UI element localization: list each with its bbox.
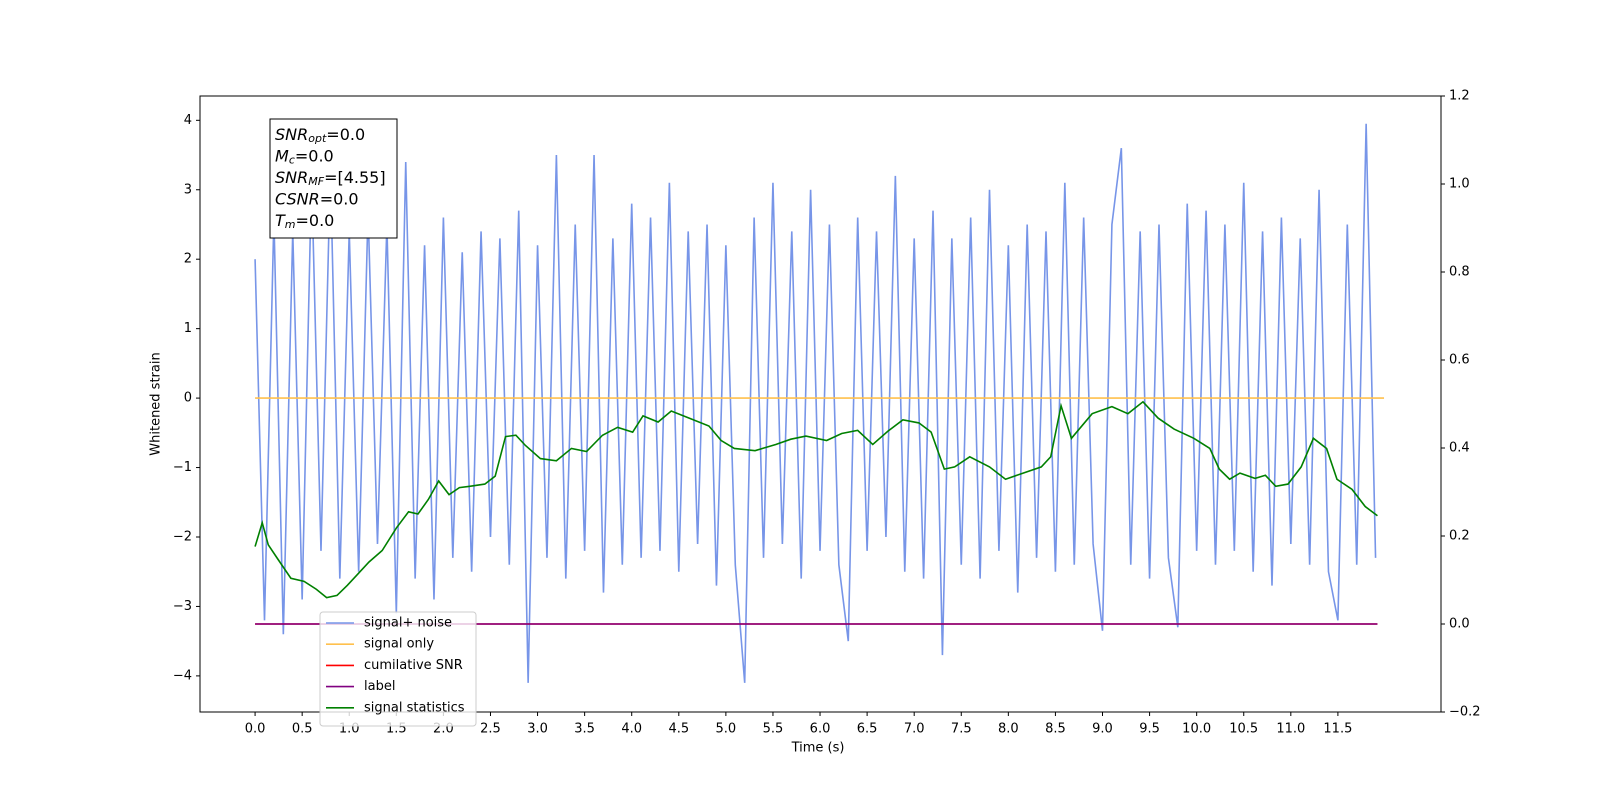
y2-tick-label: 0.2: [1449, 529, 1470, 544]
y2-tick-label: 1.2: [1449, 89, 1470, 104]
x-tick-label: 5.0: [716, 722, 737, 737]
x-tick-label: 11.5: [1323, 722, 1352, 737]
annotation-line: Mc=0.0: [275, 146, 334, 167]
x-tick-label: 10.5: [1229, 722, 1258, 737]
annotation-line: SNRopt=0.0: [275, 125, 365, 146]
annotation-value: =0.0: [320, 189, 359, 208]
x-tick-label: 3.0: [527, 722, 548, 737]
y2-tick-label: 1.0: [1449, 177, 1470, 192]
annotation-symbol: T: [275, 211, 286, 230]
x-tick-label: 6.5: [857, 722, 878, 737]
annotation-value: =0.0: [295, 146, 334, 165]
x-tick-label: 11.0: [1276, 722, 1305, 737]
y2-tick-label: 0.4: [1449, 441, 1470, 456]
y-tick-label: −3: [173, 599, 192, 614]
annotation-subscript: opt: [308, 132, 327, 145]
y2-tick-label: 0.0: [1449, 617, 1470, 632]
annotation-subscript: m: [285, 218, 296, 231]
annotation-value: =0.0: [296, 211, 335, 230]
annotation-symbol: SNR: [275, 125, 308, 144]
y2-tick-label: −0.2: [1449, 705, 1481, 720]
y2-tick-label: 0.8: [1449, 265, 1470, 280]
y-tick-label: 1: [184, 321, 192, 336]
x-tick-label: 2.5: [480, 722, 501, 737]
y-tick-label: −2: [173, 529, 192, 544]
y-tick-label: 2: [184, 252, 192, 267]
x-tick-label: 0.5: [292, 722, 313, 737]
y-tick-label: −1: [173, 460, 192, 475]
annotation-line: Tm=0.0: [275, 211, 334, 232]
legend-label: signal only: [364, 637, 434, 652]
annotation-symbol: CSNR: [275, 189, 320, 208]
legend-label: signal statistics: [364, 700, 465, 715]
legend-label: signal+ noise: [364, 616, 452, 631]
annotation-symbol: M: [275, 146, 289, 165]
x-tick-label: 8.0: [998, 722, 1019, 737]
annotation-line: SNRMF=[4.55]: [275, 168, 386, 189]
x-tick-label: 10.0: [1182, 722, 1211, 737]
x-tick-label: 3.5: [574, 722, 595, 737]
annotation-symbol: SNR: [275, 168, 308, 187]
annotation-subscript: MF: [308, 175, 324, 188]
y2-tick-label: 0.6: [1449, 353, 1470, 368]
annotation-line: CSNR=0.0: [275, 189, 359, 208]
y-tick-label: −4: [173, 668, 192, 683]
y-tick-label: 0: [184, 391, 192, 406]
x-tick-label: 9.5: [1139, 722, 1160, 737]
series-line: [254, 123, 1377, 683]
x-tick-label: 7.0: [904, 722, 925, 737]
x-tick-label: 0.0: [245, 722, 266, 737]
legend-label: cumilative SNR: [364, 658, 463, 673]
x-axis-label: Time (s): [791, 741, 845, 756]
x-tick-label: 9.0: [1092, 722, 1113, 737]
x-tick-label: 4.5: [668, 722, 689, 737]
x-tick-label: 6.0: [810, 722, 831, 737]
y-tick-label: 3: [184, 182, 192, 197]
x-tick-label: 4.0: [621, 722, 642, 737]
legend-label: label: [364, 679, 395, 694]
x-tick-label: 7.5: [951, 722, 972, 737]
y-tick-label: 4: [184, 113, 192, 128]
x-tick-label: 5.5: [763, 722, 784, 737]
x-tick-label: 8.5: [1045, 722, 1066, 737]
legend-box: [319, 611, 477, 727]
annotation-value: =[4.55]: [324, 168, 386, 187]
plot-frame: [199, 95, 1442, 713]
annotation-subscript: c: [289, 154, 295, 167]
annotation-box: [269, 118, 398, 239]
annotation-value: =0.0: [326, 125, 365, 144]
series-line: [254, 400, 1378, 599]
y-axis-label: Whitened strain: [149, 352, 164, 455]
